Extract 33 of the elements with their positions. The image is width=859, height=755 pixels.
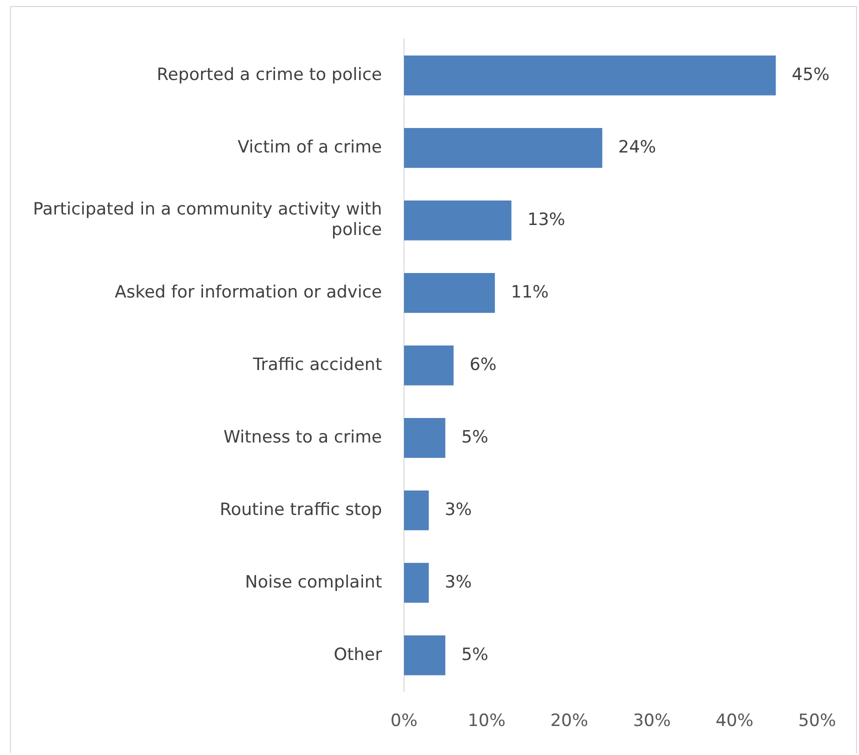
x-tick-label: 50% — [798, 711, 836, 732]
bar — [404, 272, 495, 313]
y-tick-label: Asked for information or advice — [114, 282, 382, 302]
data-label: 24% — [618, 137, 656, 158]
data-label: 5% — [461, 427, 488, 448]
bar — [404, 128, 602, 168]
bar — [404, 562, 429, 603]
data-label: 6% — [470, 354, 497, 375]
bar — [404, 418, 446, 458]
y-tick-label: Routine traffic stop — [220, 500, 382, 520]
bar — [404, 490, 429, 530]
data-label: 3% — [444, 572, 472, 592]
x-tick-label: 10% — [468, 711, 506, 732]
data-label: 11% — [510, 282, 549, 302]
x-tick-label: 30% — [632, 711, 671, 732]
y-tick-label: Noise complaint — [245, 572, 382, 592]
data-label: 45% — [792, 64, 830, 85]
data-label: 3% — [444, 500, 472, 520]
bar — [404, 56, 776, 96]
x-tick-label: 0% — [390, 711, 418, 732]
y-tick-label: Traffic accident — [252, 354, 382, 375]
bar — [404, 200, 512, 240]
y-tick-label: Victim of a crime — [238, 137, 382, 158]
bar — [404, 635, 446, 676]
y-tick-label: Other — [334, 644, 382, 665]
x-tick-label: 40% — [716, 711, 754, 732]
data-label: 13% — [527, 210, 566, 230]
x-tick-label: 20% — [550, 711, 588, 732]
data-label: 5% — [461, 644, 488, 665]
y-tick-label: Witness to a crime — [223, 427, 382, 448]
bar — [404, 345, 454, 386]
y-tick-label: Reported a crime to police — [156, 64, 382, 85]
y-tick-label: Participated in a community activity with police — [32, 200, 382, 240]
